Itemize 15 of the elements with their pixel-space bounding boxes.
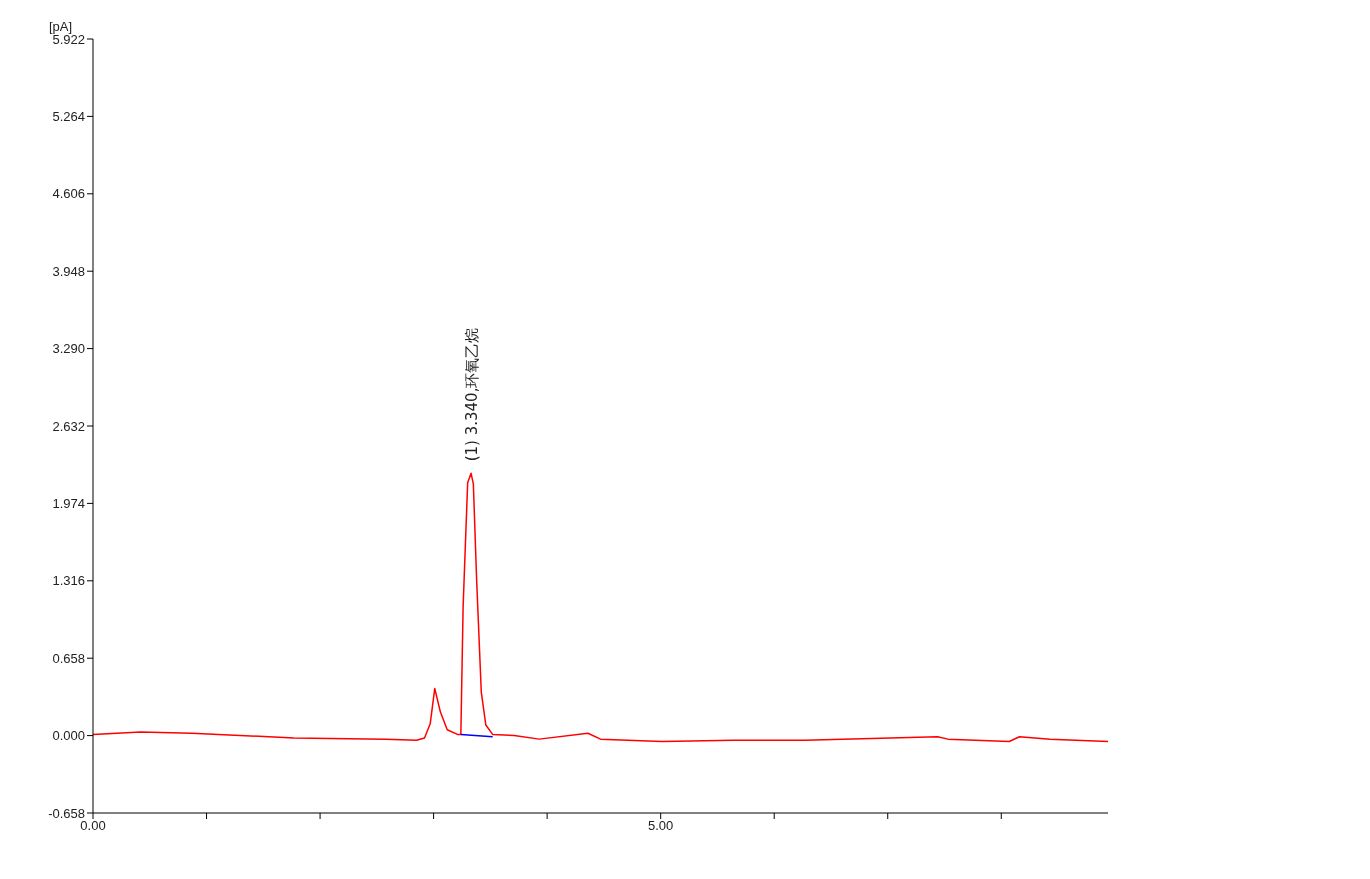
y-tick-label: 5.264 xyxy=(52,109,85,125)
x-tick-label: 5.00 xyxy=(648,818,674,834)
line-series xyxy=(93,472,1108,743)
y-tick-label: 0.658 xyxy=(52,650,85,666)
y-tick-label: 3.948 xyxy=(52,263,85,279)
y-tick-label: 2.632 xyxy=(52,418,85,434)
annotation: (1) 3.340,环氧乙烷 xyxy=(463,327,482,462)
x-tick-label: 0.00 xyxy=(80,818,106,834)
y-tick-label: 4.606 xyxy=(52,186,85,202)
y-tick-label: 1.974 xyxy=(52,496,85,512)
y-tick-label: 0.000 xyxy=(52,728,85,744)
y-tick-label: 1.316 xyxy=(52,573,85,589)
y-tick-label: -0.658 xyxy=(48,805,85,821)
y-axis-title: [pA] xyxy=(48,19,73,34)
y-tick-label: 3.290 xyxy=(52,341,85,357)
